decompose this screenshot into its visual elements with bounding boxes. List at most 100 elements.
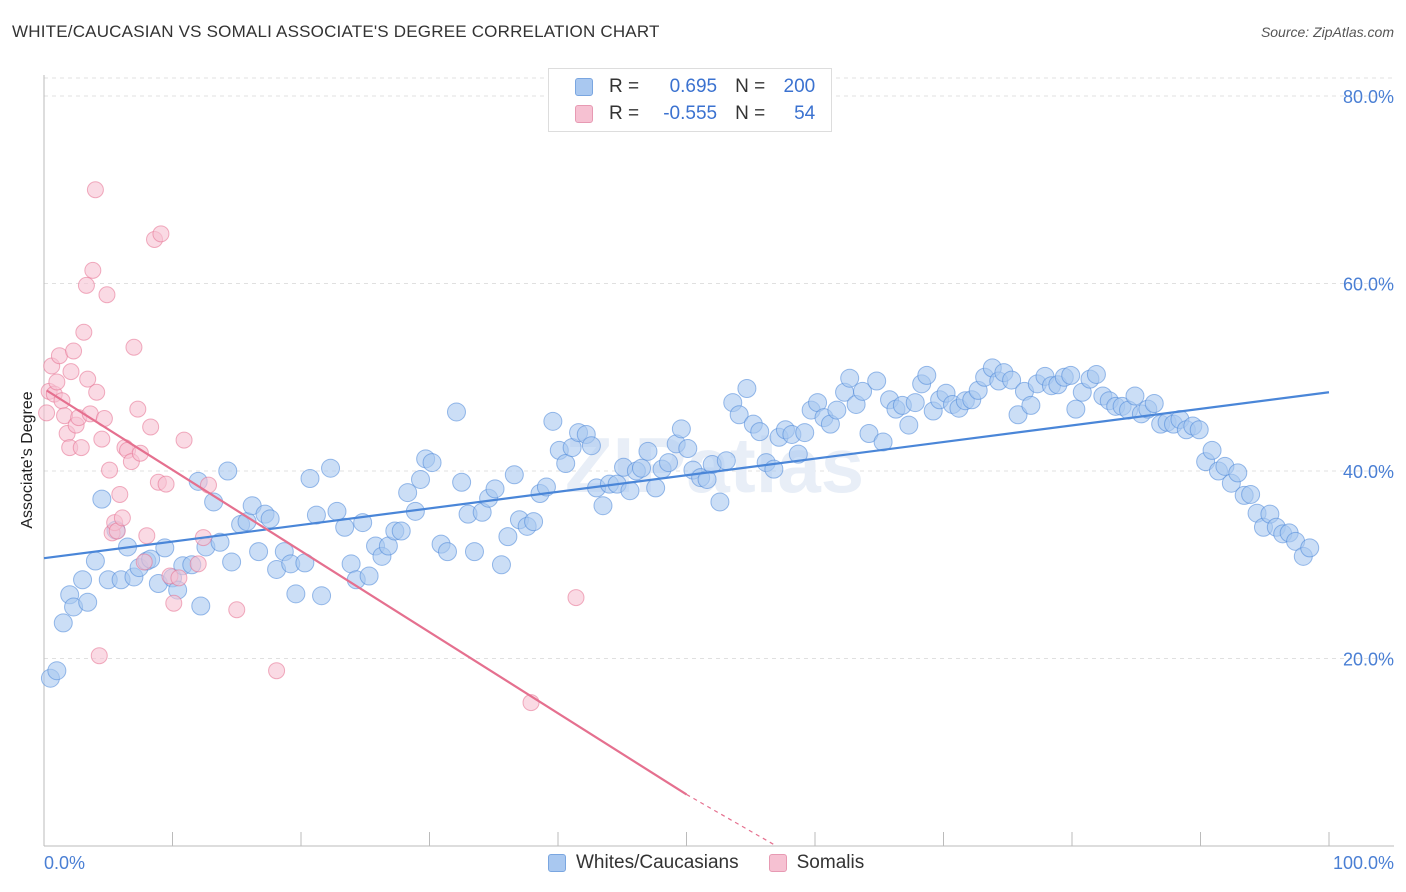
- bottom-legend-item-whites: Whites/Caucasians: [548, 852, 739, 874]
- y-tick-label: 60.0%: [1343, 275, 1394, 295]
- y-tick-label: 40.0%: [1343, 462, 1394, 482]
- point-whites: [853, 381, 873, 401]
- legend-n-value: 200: [783, 76, 816, 97]
- legend-row-whites: R = 0.695 N = 200: [575, 74, 815, 100]
- point-whites: [859, 424, 879, 443]
- legend-n-label: N =: [735, 103, 766, 124]
- point-whites: [422, 453, 442, 473]
- point-somalis: [170, 569, 188, 587]
- point-somalis: [84, 261, 102, 279]
- point-whites: [917, 365, 937, 385]
- point-whites: [556, 454, 576, 473]
- point-somalis: [38, 404, 56, 422]
- legend-row-somalis: R = -0.555 N = 54: [575, 101, 815, 127]
- point-whites: [1144, 394, 1164, 413]
- point-whites: [788, 444, 808, 464]
- point-whites: [491, 555, 511, 575]
- point-whites: [1086, 364, 1106, 384]
- point-whites: [300, 469, 320, 488]
- legend-r-label: R =: [609, 103, 640, 124]
- point-whites: [543, 411, 563, 431]
- legend-r-label: R =: [609, 76, 640, 97]
- trendline-whites: [43, 391, 1330, 560]
- series-whites-points: [40, 358, 1320, 688]
- point-whites: [53, 613, 73, 633]
- point-whites: [1021, 395, 1041, 415]
- point-whites: [729, 405, 749, 425]
- point-whites: [398, 483, 418, 503]
- point-somalis: [142, 418, 160, 436]
- y-tick-labels: 20.0% 40.0% 60.0% 80.0%: [1343, 87, 1394, 670]
- point-somalis: [50, 347, 68, 365]
- point-somalis: [125, 338, 143, 356]
- y-axis-label: Associate's Degree: [19, 391, 36, 528]
- point-whites: [678, 439, 698, 458]
- point-whites: [840, 368, 860, 388]
- point-whites: [437, 542, 457, 562]
- point-whites: [536, 477, 556, 497]
- point-whites: [485, 479, 505, 499]
- bottom-legend: Whites/Caucasians Somalis: [548, 852, 894, 874]
- point-whites: [1241, 484, 1261, 504]
- point-somalis: [101, 461, 119, 479]
- point-whites: [1002, 370, 1022, 390]
- point-whites: [646, 478, 666, 498]
- point-somalis: [62, 363, 80, 381]
- point-whites: [827, 400, 847, 420]
- point-whites: [498, 527, 518, 547]
- point-somalis: [111, 485, 129, 503]
- point-whites: [85, 551, 105, 571]
- series-somalis-points: [38, 181, 585, 712]
- point-whites: [47, 661, 67, 681]
- point-whites: [1008, 405, 1028, 425]
- point-whites: [321, 458, 341, 478]
- point-whites: [446, 402, 466, 422]
- legend-swatch-whites: [575, 78, 593, 96]
- point-somalis: [88, 383, 106, 401]
- point-whites: [312, 586, 332, 606]
- point-whites: [671, 419, 691, 439]
- point-somalis: [98, 286, 116, 304]
- point-whites: [222, 552, 242, 572]
- point-somalis: [72, 439, 90, 457]
- point-whites: [504, 465, 524, 485]
- point-somalis: [77, 276, 95, 294]
- legend-n-value: 54: [794, 103, 816, 124]
- point-somalis: [189, 555, 207, 573]
- point-somalis: [93, 430, 111, 448]
- point-whites: [464, 542, 484, 562]
- point-somalis: [228, 601, 246, 619]
- legend-swatch-somalis: [575, 105, 593, 123]
- bottom-legend-item-somalis: Somalis: [768, 852, 865, 874]
- point-whites: [710, 492, 730, 512]
- point-somalis: [113, 509, 131, 527]
- point-whites: [260, 509, 280, 529]
- point-somalis: [79, 370, 97, 388]
- point-whites: [1189, 420, 1209, 440]
- point-whites: [210, 532, 230, 552]
- point-whites: [899, 415, 919, 435]
- point-somalis: [152, 225, 170, 243]
- legend-r-value: 0.695: [669, 76, 718, 97]
- legend-r-value: -0.555: [663, 103, 718, 124]
- chart-title: WHITE/CAUCASIAN VS SOMALI ASSOCIATE'S DE…: [12, 22, 660, 41]
- point-somalis: [131, 444, 149, 462]
- point-whites: [218, 461, 238, 481]
- point-somalis: [75, 323, 93, 341]
- point-whites: [78, 592, 98, 612]
- y-tick-label: 20.0%: [1343, 650, 1394, 670]
- point-somalis: [129, 400, 147, 418]
- point-whites: [905, 393, 925, 413]
- point-whites: [524, 512, 544, 532]
- trend-lines: [43, 389, 1330, 847]
- point-whites: [341, 554, 361, 574]
- point-whites: [391, 521, 411, 541]
- gridlines: [44, 77, 1394, 659]
- point-whites: [452, 472, 472, 492]
- point-whites: [593, 496, 613, 516]
- x-tick-label-max: 100.0%: [1333, 853, 1394, 873]
- bottom-legend-label: Somalis: [796, 852, 865, 873]
- point-whites: [92, 489, 112, 509]
- point-whites: [73, 570, 93, 590]
